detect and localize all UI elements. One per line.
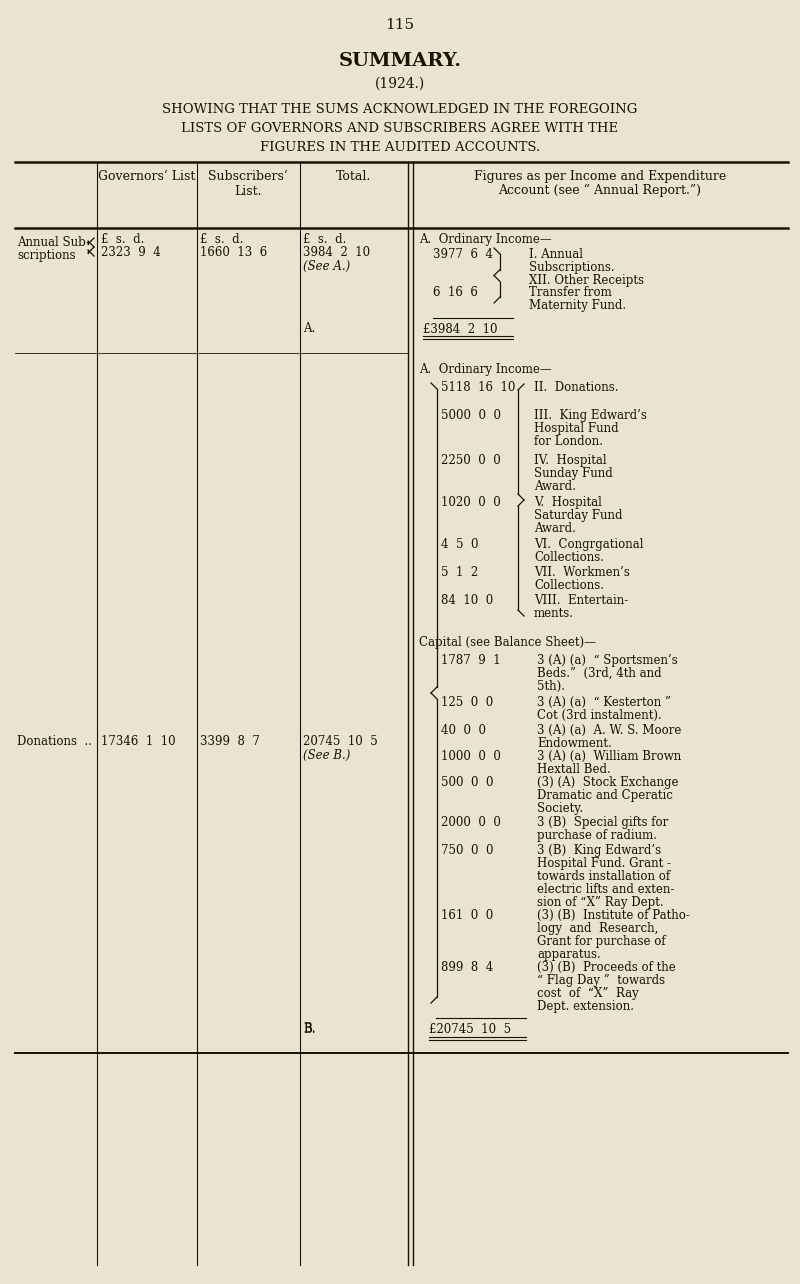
Text: 20745  10  5: 20745 10 5 [303,734,378,749]
Text: £  s.  d.: £ s. d. [303,232,346,247]
Text: Transfer from: Transfer from [529,286,612,299]
Text: towards installation of: towards installation of [537,871,670,883]
Text: Award.: Award. [534,480,576,493]
Text: 4  5  0: 4 5 0 [441,538,478,551]
Text: 115: 115 [386,18,414,32]
Text: 5  1  2: 5 1 2 [441,566,478,579]
Text: 3 (A) (a)  A. W. S. Moore: 3 (A) (a) A. W. S. Moore [537,724,682,737]
Text: Subscribers’
List.: Subscribers’ List. [208,169,288,198]
Text: scriptions: scriptions [17,249,76,262]
Text: (3) (B)  Proceeds of the: (3) (B) Proceeds of the [537,960,676,975]
Text: B.: B. [303,1022,315,1035]
Text: 2323  9  4: 2323 9 4 [101,247,161,259]
Text: £3984  2  10: £3984 2 10 [423,324,498,336]
Text: 1660  13  6: 1660 13 6 [200,247,267,259]
Text: logy  and  Research,: logy and Research, [537,922,658,935]
Text: Collections.: Collections. [534,551,604,564]
Text: Annual Sub-: Annual Sub- [17,236,90,249]
Text: Hospital Fund: Hospital Fund [534,422,618,435]
Text: Total.: Total. [336,169,372,184]
Text: A.  Ordinary Income—: A. Ordinary Income— [419,363,552,376]
Text: 1020  0  0: 1020 0 0 [441,496,501,508]
Text: 5118  16  10: 5118 16 10 [441,381,515,394]
Text: 3984  2  10: 3984 2 10 [303,247,370,259]
Text: 1000  0  0: 1000 0 0 [441,750,501,763]
Text: B.: B. [303,1023,315,1036]
Text: Dept. extension.: Dept. extension. [537,1000,634,1013]
Text: SUMMARY.: SUMMARY. [338,51,462,71]
Text: (3) (A)  Stock Exchange: (3) (A) Stock Exchange [537,776,678,788]
Text: Award.: Award. [534,523,576,535]
Text: Donations  ..: Donations .. [17,734,92,749]
Text: 750  0  0: 750 0 0 [441,844,494,856]
Text: 161  0  0: 161 0 0 [441,909,494,922]
Text: Maternity Fund.: Maternity Fund. [529,299,626,312]
Text: electric lifts and exten-: electric lifts and exten- [537,883,674,896]
Text: Grant for purchase of: Grant for purchase of [537,935,666,948]
Text: IV.  Hospital: IV. Hospital [534,455,606,467]
Text: Endowment.: Endowment. [537,737,612,750]
Text: (1924.): (1924.) [375,77,425,91]
Text: Hextall Bed.: Hextall Bed. [537,763,610,776]
Text: 5000  0  0: 5000 0 0 [441,410,501,422]
Text: 3 (B)  Special gifts for: 3 (B) Special gifts for [537,817,668,829]
Text: Saturday Fund: Saturday Fund [534,508,622,523]
Text: 3399  8  7: 3399 8 7 [200,734,260,749]
Text: A.  Ordinary Income—: A. Ordinary Income— [419,232,552,247]
Text: 125  0  0: 125 0 0 [441,696,494,709]
Text: 40  0  0: 40 0 0 [441,724,486,737]
Text: Subscriptions.: Subscriptions. [529,261,614,273]
Text: A.: A. [303,322,315,335]
Text: VII.  Workmen’s: VII. Workmen’s [534,566,630,579]
Text: 17346  1  10: 17346 1 10 [101,734,176,749]
Text: “ Flag Day ”  towards: “ Flag Day ” towards [537,975,665,987]
Text: I. Annual: I. Annual [529,248,583,261]
Text: £  s.  d.: £ s. d. [101,232,144,247]
Text: 500  0  0: 500 0 0 [441,776,494,788]
Text: Account (see “ Annual Report.”): Account (see “ Annual Report.”) [498,184,702,198]
Text: II.  Donations.: II. Donations. [534,381,618,394]
Text: apparatus.: apparatus. [537,948,601,960]
Text: Sunday Fund: Sunday Fund [534,467,613,480]
Text: Cot (3rd instalment).: Cot (3rd instalment). [537,709,662,722]
Text: sion of “X” Ray Dept.: sion of “X” Ray Dept. [537,896,664,909]
Text: purchase of radium.: purchase of radium. [537,829,657,842]
Text: 2000  0  0: 2000 0 0 [441,817,501,829]
Text: LISTS OF GOVERNORS AND SUBSCRIBERS AGREE WITH THE: LISTS OF GOVERNORS AND SUBSCRIBERS AGREE… [182,122,618,135]
Text: XII. Other Receipts: XII. Other Receipts [529,273,644,288]
Text: Hospital Fund. Grant -: Hospital Fund. Grant - [537,856,671,871]
Text: 2250  0  0: 2250 0 0 [441,455,501,467]
Text: 84  10  0: 84 10 0 [441,594,494,607]
Text: (See A.): (See A.) [303,259,350,273]
Text: Society.: Society. [537,802,583,815]
Text: 3 (A) (a)  “ Kesterton ”: 3 (A) (a) “ Kesterton ” [537,696,671,709]
Text: Capital (see Balance Sheet)—: Capital (see Balance Sheet)— [419,636,596,648]
Text: (3) (B)  Institute of Patho-: (3) (B) Institute of Patho- [537,909,690,922]
Text: £20745  10  5: £20745 10 5 [429,1023,511,1036]
Text: 1787  9  1: 1787 9 1 [441,654,501,666]
Text: V.  Hospital: V. Hospital [534,496,602,508]
Text: VI.  Congrgational: VI. Congrgational [534,538,643,551]
Text: Dramatic and Cperatic: Dramatic and Cperatic [537,788,673,802]
Text: Governors’ List: Governors’ List [98,169,196,184]
Text: 3 (A) (a)  William Brown: 3 (A) (a) William Brown [537,750,682,763]
Text: III.  King Edward’s: III. King Edward’s [534,410,647,422]
Text: VIII.  Entertain-: VIII. Entertain- [534,594,628,607]
Text: Figures as per Income and Expenditure: Figures as per Income and Expenditure [474,169,726,184]
Text: (See B.): (See B.) [303,749,350,761]
Text: 6  16  6: 6 16 6 [433,286,478,299]
Text: ments.: ments. [534,607,574,620]
Text: cost  of  “X”  Ray: cost of “X” Ray [537,987,638,1000]
Text: £  s.  d.: £ s. d. [200,232,243,247]
Text: SHOWING THAT THE SUMS ACKNOWLEDGED IN THE FOREGOING: SHOWING THAT THE SUMS ACKNOWLEDGED IN TH… [162,103,638,116]
Text: 3 (B)  King Edward’s: 3 (B) King Edward’s [537,844,661,856]
Text: Beds.”  (3rd, 4th and: Beds.” (3rd, 4th and [537,666,662,681]
Text: 3 (A) (a)  “ Sportsmen’s: 3 (A) (a) “ Sportsmen’s [537,654,678,666]
Text: FIGURES IN THE AUDITED ACCOUNTS.: FIGURES IN THE AUDITED ACCOUNTS. [260,141,540,154]
Text: 899  8  4: 899 8 4 [441,960,494,975]
Text: Collections.: Collections. [534,579,604,592]
Text: for London.: for London. [534,435,603,448]
Text: 5th).: 5th). [537,681,565,693]
Text: 3977  6  4: 3977 6 4 [433,248,493,261]
